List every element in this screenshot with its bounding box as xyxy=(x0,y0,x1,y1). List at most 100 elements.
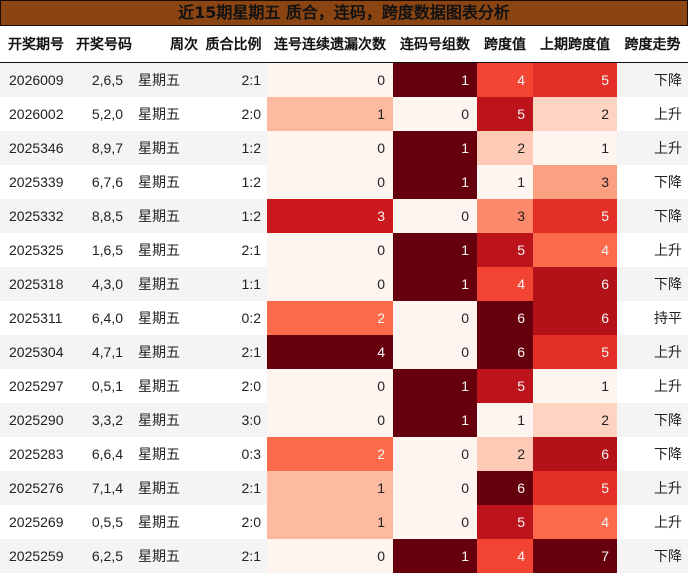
span-cell: 3 xyxy=(477,199,533,233)
span-cell: 4 xyxy=(477,267,533,301)
numbers-cell: 6,4,0 xyxy=(76,301,129,335)
weekday-cell: 星期五 xyxy=(129,403,200,437)
prev-span-cell: 2 xyxy=(533,97,617,131)
table-row: 2025259 6,2,5 星期五 2:1 0 1 4 7 下降 xyxy=(0,539,688,573)
numbers-cell: 0,5,5 xyxy=(76,505,129,539)
consec-miss-cell: 0 xyxy=(267,62,393,97)
trend-cell: 下降 xyxy=(617,403,688,437)
table-row: 2025339 6,7,6 星期五 1:2 0 1 1 3 下降 xyxy=(0,165,688,199)
trend-cell: 上升 xyxy=(617,233,688,267)
issue-cell: 2025325 xyxy=(0,233,76,267)
trend-cell: 上升 xyxy=(617,505,688,539)
trend-cell: 持平 xyxy=(617,301,688,335)
span-cell: 5 xyxy=(477,369,533,403)
issue-cell: 2025332 xyxy=(0,199,76,233)
prev-span-cell: 6 xyxy=(533,267,617,301)
ratio-cell: 1:2 xyxy=(200,199,267,233)
consec-miss-cell: 1 xyxy=(267,505,393,539)
data-table: 开奖期号 开奖号码 周次 质合比例 连号连续遗漏次数 连码号组数 跨度值 上期跨… xyxy=(0,26,688,573)
numbers-cell: 6,2,5 xyxy=(76,539,129,573)
column-header-issue: 开奖期号 xyxy=(0,26,76,63)
table-row: 2026009 2,6,5 星期五 2:1 0 1 4 5 下降 xyxy=(0,62,688,97)
prev-span-cell: 4 xyxy=(533,233,617,267)
consec-miss-cell: 1 xyxy=(267,97,393,131)
weekday-cell: 星期五 xyxy=(129,471,200,505)
ratio-cell: 0:3 xyxy=(200,437,267,471)
consec-groups-cell: 0 xyxy=(393,471,477,505)
numbers-cell: 8,9,7 xyxy=(76,131,129,165)
consec-groups-cell: 0 xyxy=(393,199,477,233)
column-header-ratio: 质合比例 xyxy=(200,26,267,63)
numbers-cell: 5,2,0 xyxy=(76,97,129,131)
ratio-cell: 2:1 xyxy=(200,539,267,573)
consec-miss-cell: 0 xyxy=(267,131,393,165)
column-header-consec-miss: 连号连续遗漏次数 xyxy=(267,26,393,63)
ratio-cell: 3:0 xyxy=(200,403,267,437)
trend-cell: 上升 xyxy=(617,131,688,165)
prev-span-cell: 1 xyxy=(533,131,617,165)
prev-span-cell: 4 xyxy=(533,505,617,539)
column-header-numbers: 开奖号码 xyxy=(76,26,132,63)
weekday-cell: 星期五 xyxy=(129,301,200,335)
trend-cell: 上升 xyxy=(617,471,688,505)
ratio-cell: 2:1 xyxy=(200,233,267,267)
column-header-weekday: 周次 xyxy=(129,26,200,63)
consec-groups-cell: 0 xyxy=(393,97,477,131)
trend-cell: 上升 xyxy=(617,369,688,403)
consec-groups-cell: 1 xyxy=(393,165,477,199)
table-row: 2025332 8,8,5 星期五 1:2 3 0 3 5 下降 xyxy=(0,199,688,233)
trend-cell: 下降 xyxy=(617,539,688,573)
prev-span-cell: 5 xyxy=(533,335,617,369)
weekday-cell: 星期五 xyxy=(129,335,200,369)
table-row: 2026002 5,2,0 星期五 2:0 1 0 5 2 上升 xyxy=(0,97,688,131)
consec-groups-cell: 1 xyxy=(393,131,477,165)
prev-span-cell: 6 xyxy=(533,437,617,471)
ratio-cell: 2:1 xyxy=(200,62,267,97)
ratio-cell: 1:1 xyxy=(200,267,267,301)
consec-miss-cell: 3 xyxy=(267,199,393,233)
span-cell: 6 xyxy=(477,471,533,505)
prev-span-cell: 7 xyxy=(533,539,617,573)
weekday-cell: 星期五 xyxy=(129,267,200,301)
numbers-cell: 2,6,5 xyxy=(76,62,129,97)
consec-groups-cell: 0 xyxy=(393,437,477,471)
consec-miss-cell: 0 xyxy=(267,539,393,573)
weekday-cell: 星期五 xyxy=(129,505,200,539)
span-cell: 2 xyxy=(477,131,533,165)
consec-miss-cell: 2 xyxy=(267,301,393,335)
consec-groups-cell: 0 xyxy=(393,301,477,335)
consec-miss-cell: 1 xyxy=(267,471,393,505)
numbers-cell: 7,1,4 xyxy=(76,471,129,505)
weekday-cell: 星期五 xyxy=(129,233,200,267)
consec-groups-cell: 0 xyxy=(393,335,477,369)
numbers-cell: 6,7,6 xyxy=(76,165,129,199)
issue-cell: 2026009 xyxy=(0,62,76,97)
weekday-cell: 星期五 xyxy=(129,131,200,165)
trend-cell: 下降 xyxy=(617,199,688,233)
prev-span-cell: 1 xyxy=(533,369,617,403)
consec-groups-cell: 1 xyxy=(393,267,477,301)
weekday-cell: 星期五 xyxy=(129,165,200,199)
issue-cell: 2025311 xyxy=(0,301,76,335)
table-row: 2025276 7,1,4 星期五 2:1 1 0 6 5 上升 xyxy=(0,471,688,505)
ratio-cell: 2:1 xyxy=(200,471,267,505)
span-cell: 6 xyxy=(477,301,533,335)
consec-miss-cell: 0 xyxy=(267,165,393,199)
trend-cell: 下降 xyxy=(617,62,688,97)
span-cell: 2 xyxy=(477,437,533,471)
issue-cell: 2025283 xyxy=(0,437,76,471)
header-row: 开奖期号 开奖号码 周次 质合比例 连号连续遗漏次数 连码号组数 跨度值 上期跨… xyxy=(0,26,688,63)
chart-title: 近15期星期五 质合，连码，跨度数据图表分析 xyxy=(0,0,688,26)
issue-cell: 2025290 xyxy=(0,403,76,437)
weekday-cell: 星期五 xyxy=(129,62,200,97)
table-row: 2025269 0,5,5 星期五 2:0 1 0 5 4 上升 xyxy=(0,505,688,539)
numbers-cell: 4,7,1 xyxy=(76,335,129,369)
ratio-cell: 2:0 xyxy=(200,505,267,539)
consec-miss-cell: 4 xyxy=(267,335,393,369)
issue-cell: 2025297 xyxy=(0,369,76,403)
consec-miss-cell: 2 xyxy=(267,437,393,471)
consec-miss-cell: 0 xyxy=(267,369,393,403)
table-row: 2025304 4,7,1 星期五 2:1 4 0 6 5 上升 xyxy=(0,335,688,369)
consec-miss-cell: 0 xyxy=(267,267,393,301)
table-row: 2025297 0,5,1 星期五 2:0 0 1 5 1 上升 xyxy=(0,369,688,403)
